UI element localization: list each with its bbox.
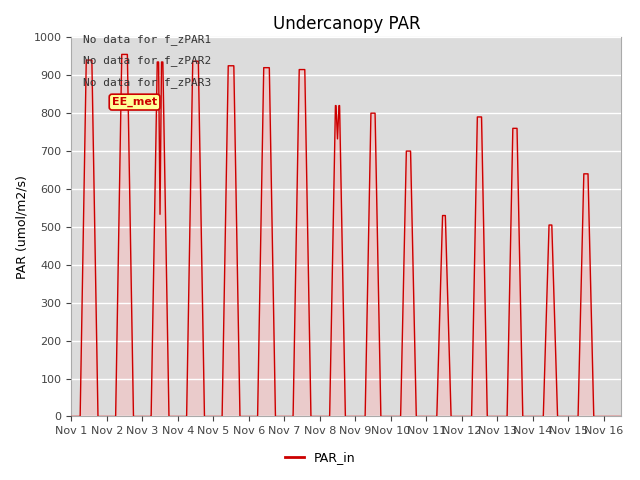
Text: No data for f_zPAR2: No data for f_zPAR2	[83, 55, 211, 66]
Legend: PAR_in: PAR_in	[280, 446, 360, 469]
Text: No data for f_zPAR3: No data for f_zPAR3	[83, 77, 211, 88]
Text: No data for f_zPAR1: No data for f_zPAR1	[83, 34, 211, 45]
Y-axis label: PAR (umol/m2/s): PAR (umol/m2/s)	[15, 175, 28, 279]
Title: Undercanopy PAR: Undercanopy PAR	[273, 15, 420, 33]
Text: EE_met: EE_met	[112, 97, 157, 107]
